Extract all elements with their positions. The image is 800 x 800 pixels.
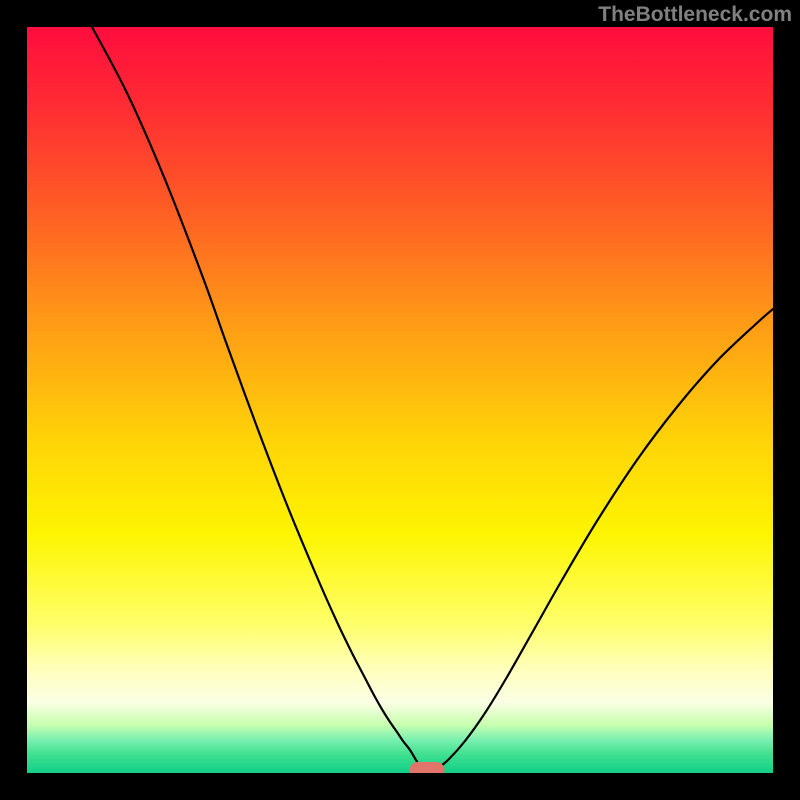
chart-container: TheBottleneck.com [0, 0, 800, 800]
bottleneck-curve [27, 27, 773, 773]
plot-area [27, 27, 773, 773]
optimal-marker [410, 762, 445, 773]
watermark-text: TheBottleneck.com [598, 3, 792, 27]
